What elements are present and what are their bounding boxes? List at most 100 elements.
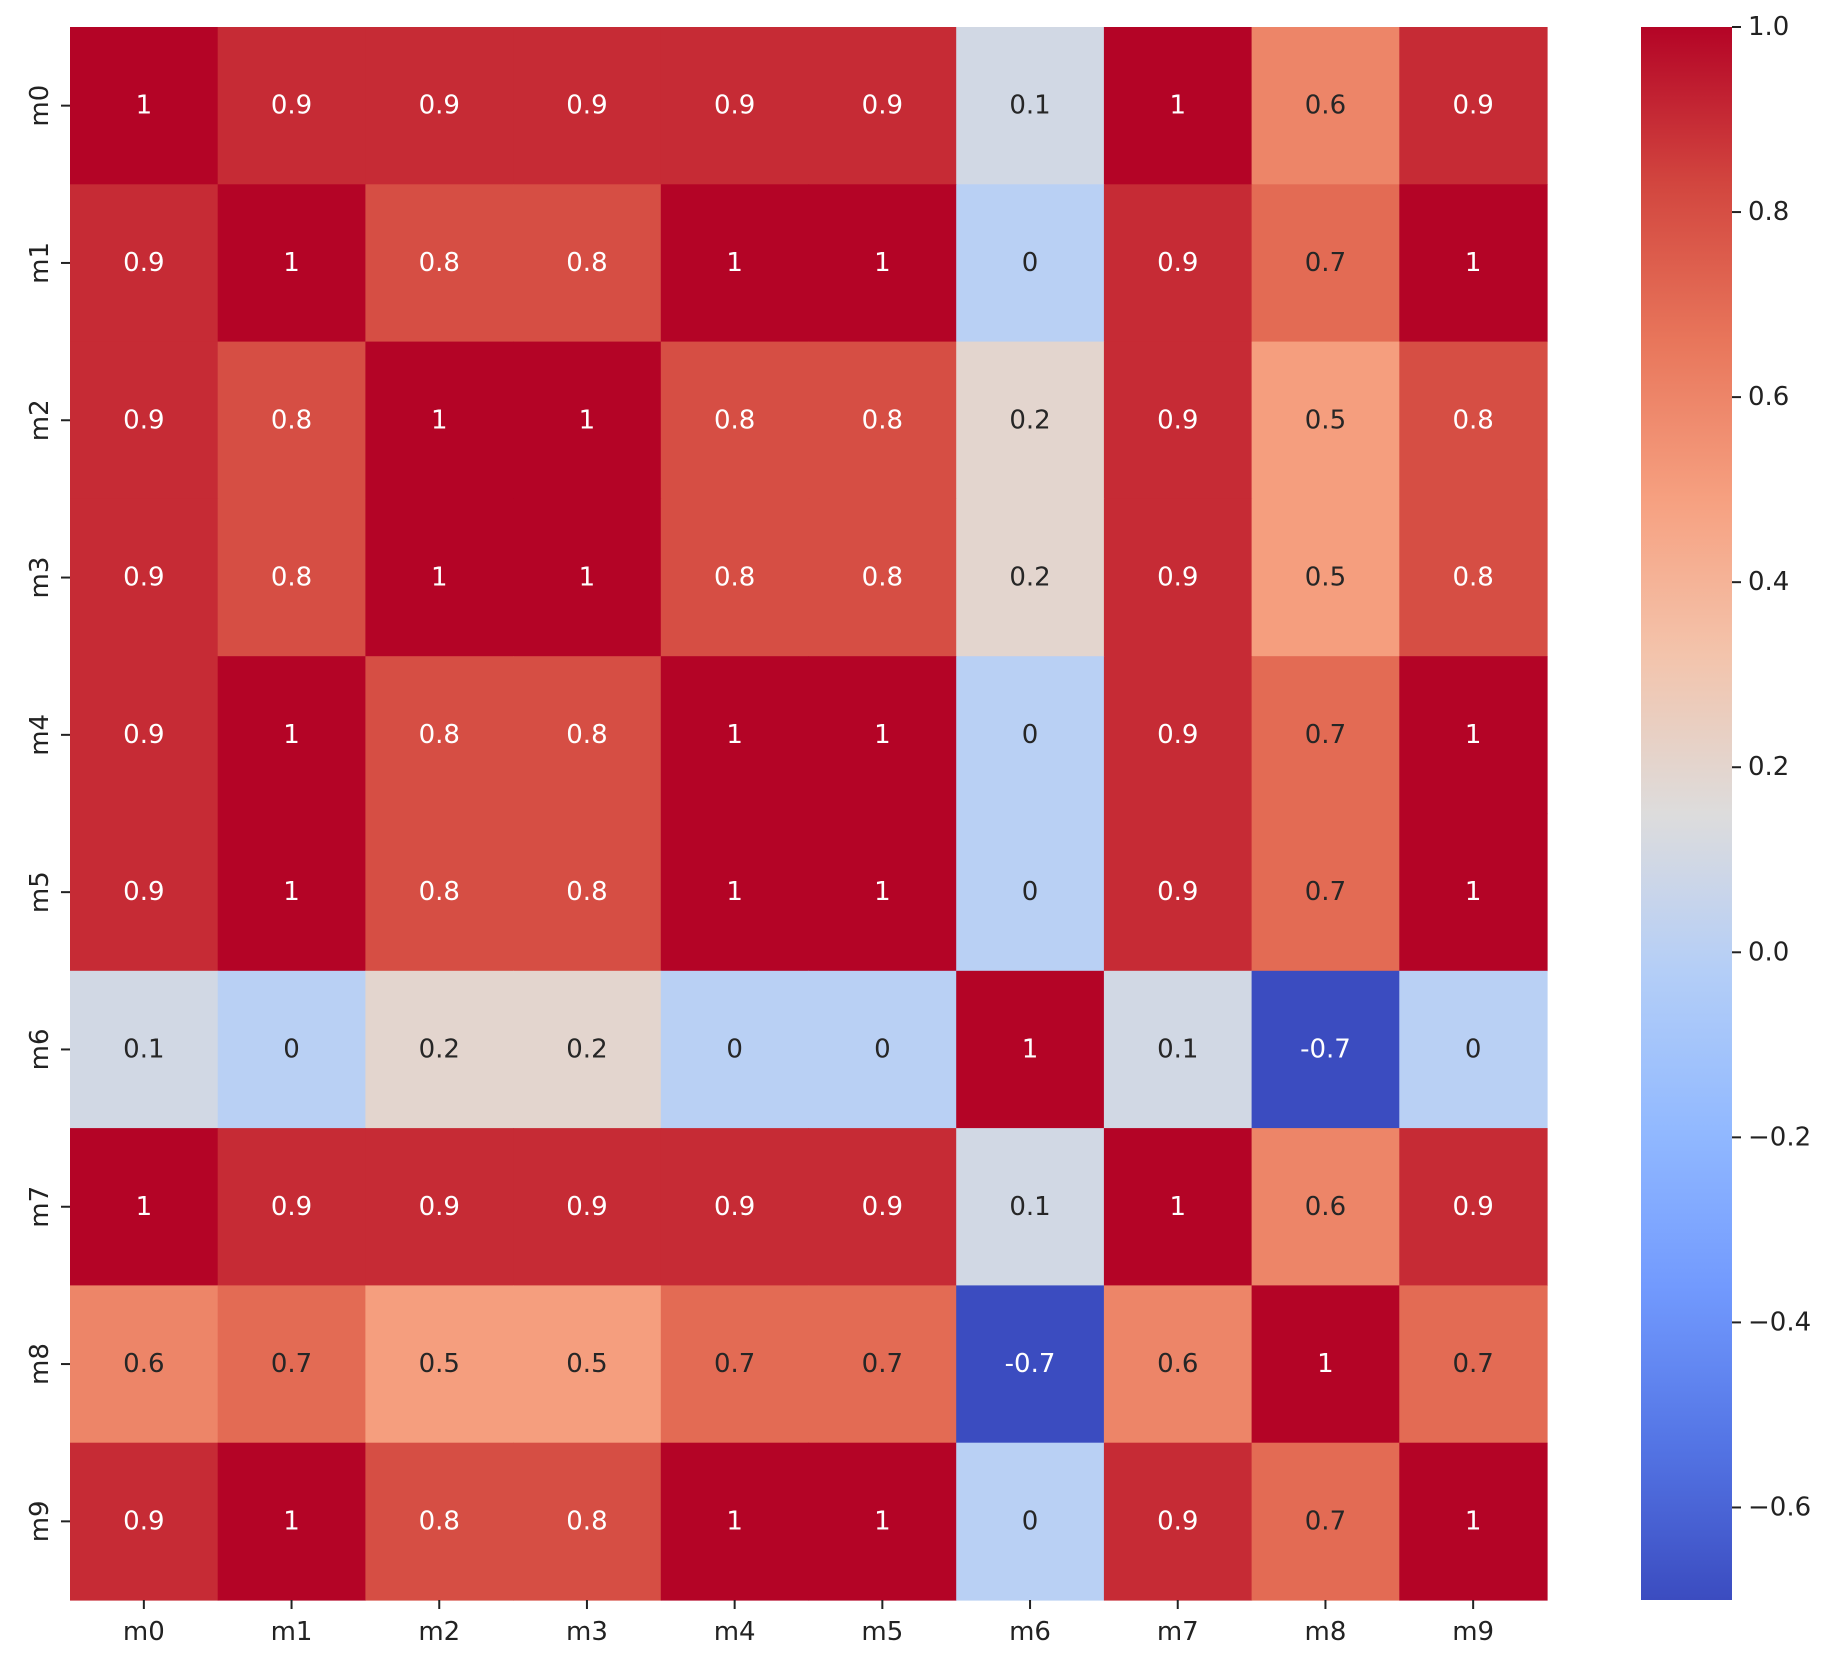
y-tick-label: m2	[25, 399, 55, 441]
heatmap-cell-m2-m7	[1103, 341, 1253, 500]
cell-value-label: 0.8	[862, 405, 903, 435]
heatmap-cell-m8-m9	[1399, 1285, 1548, 1444]
cell-value-label: 0	[1022, 248, 1039, 278]
heatmap-cell-m0-m7	[1103, 27, 1253, 185]
heatmap-cell-m2-m8	[1251, 341, 1400, 500]
heatmap-cell-m1-m3	[513, 184, 662, 343]
cell-value-label: 0.2	[566, 1034, 607, 1064]
heatmap-cell-m5-m7	[1103, 813, 1253, 972]
heatmap-cell-m5-m4	[660, 813, 810, 972]
cell-value-label: 0.9	[123, 720, 164, 750]
colorbar: 1.0 0.8 0.6 0.4 0.2 0.0 −0.2 −0.4 −0.6	[1641, 12, 1811, 1600]
cell-value-label: 0.8	[271, 563, 312, 593]
heatmap-cell-m8-m3	[513, 1285, 662, 1444]
cell-value-label: 0.9	[123, 563, 164, 593]
heatmap-cell-m6-m6	[956, 970, 1105, 1129]
x-tick-label: m3	[566, 1617, 608, 1647]
heatmap-cell-m2-m6	[956, 341, 1105, 500]
heatmap-cell-m0-m0	[70, 27, 219, 185]
y-tick-label: m6	[25, 1029, 55, 1071]
cell-value-label: 0.7	[1452, 1349, 1493, 1379]
cell-value-label: 1	[136, 91, 153, 121]
x-tick-label: m0	[123, 1617, 165, 1647]
heatmap-cell-m2-m1	[217, 341, 366, 500]
cell-value-label: 1	[579, 563, 596, 593]
heatmap-cell-m5-m3	[513, 813, 662, 972]
heatmap-cell-m0-m6	[956, 27, 1105, 185]
cell-value-label: 0.9	[123, 248, 164, 278]
cell-value-label: 0.8	[566, 720, 607, 750]
y-tick-label: m3	[25, 557, 55, 599]
heatmap-cell-m4-m4	[660, 656, 810, 815]
cell-value-label: 1	[1465, 877, 1482, 907]
cell-value-label: 1	[1022, 1034, 1039, 1064]
heatmap-cell-m3-m2	[365, 498, 514, 657]
cell-value-label: 0.9	[123, 877, 164, 907]
cell-value-label: 0.1	[1009, 1192, 1050, 1222]
heatmap-cell-m6-m7	[1103, 970, 1253, 1129]
heatmap-cell-m8-m0	[70, 1285, 219, 1444]
heatmap-cell-m6-m1	[217, 970, 366, 1129]
cell-value-label: 0.9	[1157, 877, 1198, 907]
cell-value-label: 0.9	[566, 1192, 607, 1222]
heatmap-cell-m9-m3	[513, 1442, 662, 1601]
heatmap-cell-m9-m0	[70, 1442, 219, 1601]
heatmap-cell-m0-m5	[808, 27, 957, 185]
colorbar-tick-label: 0.2	[1748, 752, 1789, 782]
cell-value-label: 0.8	[566, 877, 607, 907]
heatmap-cell-m3-m3	[513, 498, 662, 657]
cell-value-label: 0.7	[1305, 720, 1346, 750]
heatmap-cell-m6-m0	[70, 970, 219, 1129]
heatmap-cell-m7-m9	[1399, 1128, 1548, 1286]
heatmap-cell-m1-m9	[1399, 184, 1548, 343]
cell-value-label: 0.9	[123, 405, 164, 435]
heatmap-cell-m5-m5	[808, 813, 957, 972]
cell-value-label: 0.9	[271, 1192, 312, 1222]
cell-value-label: 0.8	[271, 405, 312, 435]
heatmap-cell-m1-m0	[70, 184, 219, 343]
heatmap-cell-m6-m9	[1399, 970, 1548, 1129]
cell-value-label: 0.8	[419, 1506, 460, 1536]
heatmap-cell-m3-m7	[1103, 498, 1253, 657]
cell-value-label: 1	[874, 248, 891, 278]
cell-value-label: 1	[874, 1506, 891, 1536]
cell-value-label: 0.1	[123, 1034, 164, 1064]
heatmap-cell-m5-m9	[1399, 813, 1548, 972]
cell-value-label: 0.8	[862, 563, 903, 593]
cell-value-label: 1	[874, 720, 891, 750]
cell-value-label: 0.9	[862, 91, 903, 121]
heatmap-cell-m6-m4	[660, 970, 810, 1129]
heatmap-cell-m3-m6	[956, 498, 1105, 657]
heatmap-cell-m9-m6	[956, 1442, 1105, 1601]
heatmap-cell-m8-m2	[365, 1285, 514, 1444]
heatmap-cell-m4-m6	[956, 656, 1105, 815]
heatmap-cell-m9-m9	[1399, 1442, 1548, 1601]
colorbar-tick-label: 0.4	[1748, 567, 1789, 597]
cell-value-label: 0.6	[1305, 91, 1346, 121]
heatmap-cell-m7-m6	[956, 1128, 1105, 1286]
x-tick-label: m4	[714, 1617, 756, 1647]
heatmap-cell-m8-m8	[1251, 1285, 1400, 1444]
cell-value-label: 0.9	[566, 91, 607, 121]
cell-value-label: 1	[431, 405, 448, 435]
cell-value-label: 0.5	[419, 1349, 460, 1379]
heatmap-cell-m0-m4	[660, 27, 810, 185]
x-tick-label: m8	[1305, 1617, 1347, 1647]
y-tick-label: m1	[25, 242, 55, 284]
cell-value-label: 0.7	[271, 1349, 312, 1379]
heatmap-cell-m6-m8	[1251, 970, 1400, 1129]
cell-value-label: 1	[283, 877, 300, 907]
heatmap-cell-m0-m8	[1251, 27, 1400, 185]
heatmap-cell-m4-m0	[70, 656, 219, 815]
x-axis: m0 m1 m2 m3 m4 m5 m6 m7 m8 m9	[123, 1600, 1494, 1647]
heatmap-cell-m3-m8	[1251, 498, 1400, 657]
heatmap-cell-m1-m4	[660, 184, 810, 343]
cell-value-label: 0.7	[1305, 1506, 1346, 1536]
colorbar-tick-label: −0.4	[1748, 1307, 1811, 1337]
cell-value-label: 1	[1317, 1349, 1334, 1379]
y-axis: m0 m1 m2 m3 m4 m5 m6 m7 m8 m9	[25, 85, 70, 1542]
x-tick-label: m2	[418, 1617, 460, 1647]
heatmap-cell-m1-m8	[1251, 184, 1400, 343]
cell-value-label: 0.9	[714, 1192, 755, 1222]
colorbar-tick-label: 0.8	[1748, 197, 1789, 227]
